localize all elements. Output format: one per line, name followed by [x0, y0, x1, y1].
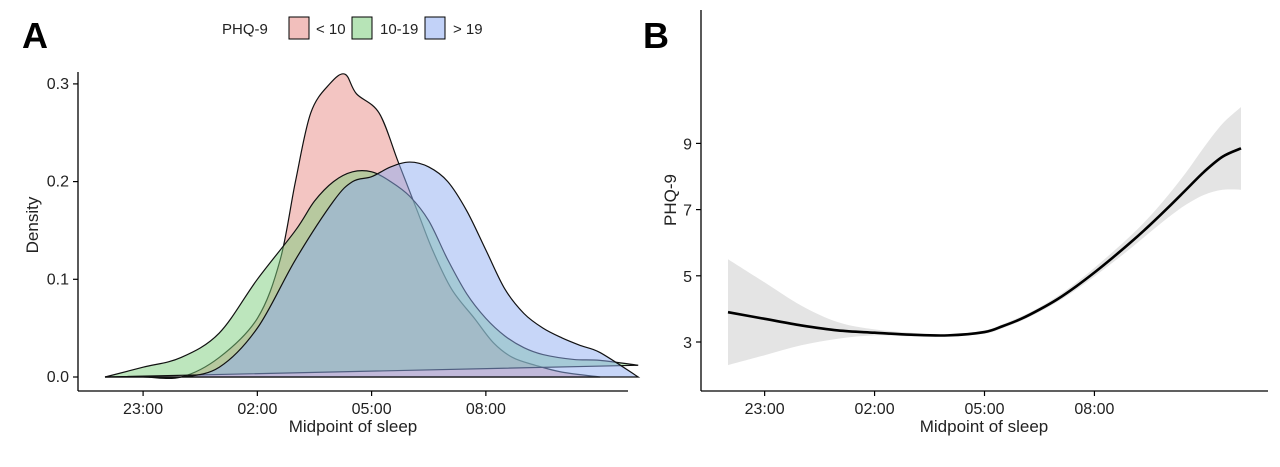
- panel-a-y-label: Density: [23, 196, 42, 253]
- x-tick-label: 05:00: [964, 401, 1004, 418]
- x-tick-label: 08:00: [1074, 401, 1114, 418]
- legend-swatch-gt19: [424, 16, 446, 40]
- panel-b-y-ticks: 3 5 7 9: [683, 136, 701, 352]
- density-area-gt-19: [105, 161, 641, 379]
- y-tick-label: 0.3: [47, 76, 69, 93]
- panel-a-y-ticks: 0.0 0.1 0.2 0.3: [47, 76, 78, 386]
- panel-a: A PHQ-9 < 10 10-19 > 19 0.0 0.1 0.2 0.3 23:…: [22, 15, 641, 436]
- y-tick-label: 0.0: [47, 369, 69, 386]
- legend-label-10-19: 10-19: [380, 21, 418, 38]
- panel-b-letter: B: [643, 15, 669, 56]
- panel-b-y-label: PHQ-9: [661, 174, 680, 226]
- y-tick-label: 3: [683, 335, 692, 352]
- panel-a-density-areas: [104, 73, 641, 380]
- legend-swatch-10-19: [351, 16, 373, 40]
- x-tick-label: 05:00: [352, 401, 392, 418]
- panel-b: B 3 5 7 9 23:00 02:00 05:00 08:00 Midpoint of …: [643, 10, 1268, 436]
- x-tick-label: 02:00: [237, 401, 277, 418]
- x-tick-label: 23:00: [745, 401, 785, 418]
- fit-line: [727, 147, 1242, 337]
- panel-a-x-label: Midpoint of sleep: [289, 417, 418, 436]
- y-tick-label: 7: [683, 203, 692, 220]
- legend-swatch-lt10: [288, 16, 310, 40]
- panel-b-plot: [727, 106, 1242, 366]
- legend-title: PHQ-9: [222, 21, 268, 38]
- y-tick-label: 0.1: [47, 271, 69, 288]
- panel-b-x-ticks: 23:00 02:00 05:00 08:00: [745, 391, 1115, 418]
- x-tick-label: 02:00: [855, 401, 895, 418]
- y-tick-label: 9: [683, 136, 692, 153]
- legend-label-gt19: > 19: [453, 21, 483, 38]
- panel-a-legend: PHQ-9 < 10 10-19 > 19: [222, 16, 483, 40]
- panel-a-x-ticks: 23:00 02:00 05:00 08:00: [123, 391, 506, 418]
- panel-a-letter: A: [22, 15, 48, 56]
- panel-b-x-label: Midpoint of sleep: [920, 417, 1049, 436]
- x-tick-label: 08:00: [466, 401, 506, 418]
- y-tick-label: 0.2: [47, 174, 69, 191]
- legend-label-lt10: < 10: [316, 21, 346, 38]
- x-tick-label: 23:00: [123, 401, 163, 418]
- y-tick-label: 5: [683, 269, 692, 286]
